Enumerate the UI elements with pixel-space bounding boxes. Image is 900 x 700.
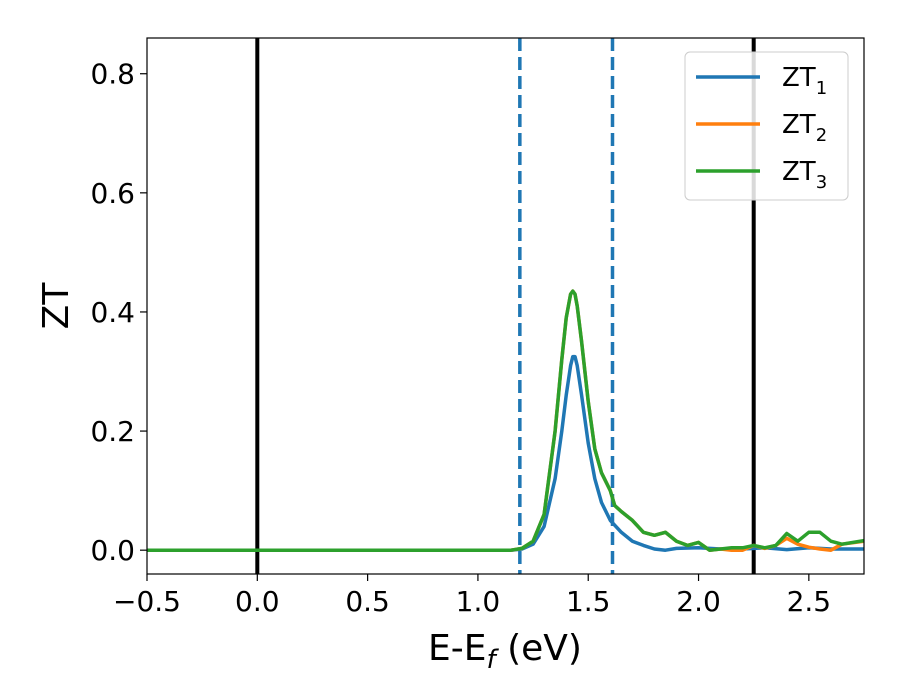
x-tick-label: 0.0 [235,585,280,618]
legend-label-main: ZT [782,110,816,140]
x-tick-label: 2.0 [676,585,721,618]
y-tick-label: 0.2 [90,415,135,448]
legend-label-sub: 3 [816,172,827,193]
x-tick-label: 0.5 [345,585,390,618]
x-axis-label-main: E-E [428,628,486,669]
legend-label-1: ZT1 [782,63,827,99]
x-tick-label: −0.5 [113,585,181,618]
legend-box [684,51,849,201]
x-tick-label: 1.5 [566,585,611,618]
series-line-3 [147,289,864,552]
legend-label-3: ZT3 [782,157,827,193]
plot-frame [146,37,865,575]
x-axis-label: E-Ef (eV) [428,628,582,675]
legend-label-main: ZT [782,63,816,93]
x-tick-label: 2.5 [787,585,832,618]
x-axis-label-unit: (eV) [496,628,582,669]
legend-label-2: ZT2 [782,110,827,146]
legend-label-main: ZT [782,157,816,187]
y-tick-label: 0.0 [90,534,135,567]
y-axis-ticks: 0.0 0.2 0.4 0.6 0.8 [90,58,147,567]
y-tick-label: 0.8 [90,58,135,91]
y-tick-label: 0.4 [90,296,135,329]
legend-label-sub: 1 [816,78,827,99]
legend-label-sub: 2 [816,125,827,146]
x-tick-label: 1.0 [456,585,501,618]
y-axis-label: ZT [36,282,77,330]
x-axis-ticks: −0.5 0.0 0.5 1.0 1.5 2.0 2.5 [113,574,831,618]
data-series [147,289,864,552]
y-tick-label: 0.6 [90,177,135,210]
